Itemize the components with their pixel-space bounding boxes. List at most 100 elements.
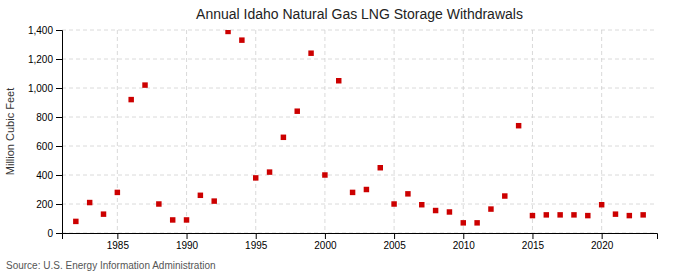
point	[516, 123, 521, 128]
x-tick-mark	[394, 233, 395, 239]
y-tick: 400	[36, 170, 62, 181]
point	[530, 213, 535, 218]
point	[73, 219, 78, 224]
point	[253, 175, 258, 180]
points	[73, 30, 646, 226]
x-tick-mark	[187, 233, 188, 239]
y-tick-label: 1,000	[28, 83, 53, 94]
y-tick-label: 1,200	[28, 54, 53, 65]
x-tick-label: 2015	[522, 240, 545, 251]
y-tick-label: 800	[36, 112, 53, 123]
grid-line-y	[62, 30, 657, 31]
y-tick-mark	[56, 88, 62, 89]
x-tick: 1990	[176, 233, 199, 251]
y-tick-mark	[56, 30, 62, 31]
grid-line-x	[255, 30, 256, 233]
y-tick-mark	[56, 204, 62, 205]
point	[156, 201, 161, 206]
point	[502, 193, 507, 198]
x-tick-label: 2010	[453, 240, 476, 251]
x-tick-mark	[463, 233, 464, 239]
chart: 1985 1990 1995 2000 2005 2010 2015 2020 0 200 400 6…	[0, 0, 675, 275]
point	[433, 208, 438, 213]
grid-line-y	[62, 117, 657, 118]
y-tick-label: 1,400	[28, 25, 53, 36]
grid-line-y	[62, 175, 657, 176]
y-tick-mark	[56, 59, 62, 60]
x-tick-mark	[602, 233, 603, 239]
point	[488, 206, 493, 211]
x-tick: 1995	[245, 233, 268, 251]
point	[281, 135, 286, 140]
point	[198, 193, 203, 198]
point	[308, 50, 313, 55]
grid-line-x	[532, 30, 533, 233]
x-tick: 2000	[314, 233, 337, 251]
x-tick-label: 2005	[383, 240, 406, 251]
grid-line-x	[324, 30, 325, 233]
title: Annual Idaho Natural Gas LNG Storage Wit…	[196, 6, 523, 22]
point	[294, 108, 299, 113]
y-tick-label: 200	[36, 199, 53, 210]
y-tick: 0	[47, 228, 62, 239]
point	[322, 172, 327, 177]
x-tick: 2005	[383, 233, 406, 251]
y-tick: 1,000	[28, 83, 62, 94]
y-tick-mark	[56, 146, 62, 147]
x-tick-label: 1990	[176, 240, 199, 251]
point	[87, 200, 92, 205]
grid-line-y	[62, 204, 657, 205]
grid-line-x	[117, 30, 118, 233]
point	[571, 212, 576, 217]
y-tick: 200	[36, 199, 62, 210]
point	[267, 169, 272, 174]
point	[599, 202, 604, 207]
x-tick-label: 1985	[107, 240, 130, 251]
x-tick-label: 1995	[245, 240, 268, 251]
y-tick: 800	[36, 112, 62, 123]
y-tick: 1,200	[28, 54, 62, 65]
annotation: Source: U.S. Energy Information Administ…	[6, 260, 216, 271]
point	[391, 201, 396, 206]
y-tick-label: 600	[36, 141, 53, 152]
x-tick-mark	[325, 233, 326, 239]
grid-line-y	[62, 59, 657, 60]
point	[225, 30, 230, 34]
grid-line-x	[463, 30, 464, 233]
x-tick-label: 2000	[314, 240, 337, 251]
y-axis: 0 200 400 600 800 1,000 1,200 1,400	[28, 25, 63, 239]
x-tick: 2020	[591, 233, 614, 251]
grid-line-y	[62, 146, 657, 147]
point	[557, 212, 562, 217]
y-tick: 1,400	[28, 25, 62, 36]
point	[364, 187, 369, 192]
x-tick: 2015	[522, 233, 545, 251]
y-tick-mark	[56, 233, 62, 234]
grid-line-x	[186, 30, 187, 233]
y-tick-mark	[56, 175, 62, 176]
point	[585, 213, 590, 218]
point	[350, 190, 355, 195]
point	[405, 191, 410, 196]
point	[101, 211, 106, 216]
x-tick: 2010	[453, 233, 476, 251]
grid-line-y	[62, 88, 657, 89]
x-tick-mark	[117, 233, 118, 239]
point	[640, 212, 645, 217]
point	[211, 198, 216, 203]
x-axis: 1985 1990 1995 2000 2005 2010 2015 2020	[63, 233, 658, 251]
y-tick-label: 400	[36, 170, 53, 181]
x-tick-label: 2020	[591, 240, 614, 251]
y-tick: 600	[36, 141, 62, 152]
x-tick-mark	[256, 233, 257, 239]
point	[115, 190, 120, 195]
point	[419, 202, 424, 207]
point	[544, 212, 549, 217]
x-tick-mark	[532, 233, 533, 239]
point	[378, 165, 383, 170]
point	[142, 82, 147, 87]
point	[461, 220, 466, 225]
y-tick-label: 0	[47, 228, 53, 239]
y-axis-title: Million Cubic Feet	[4, 88, 16, 175]
x-axis-line	[63, 234, 658, 240]
